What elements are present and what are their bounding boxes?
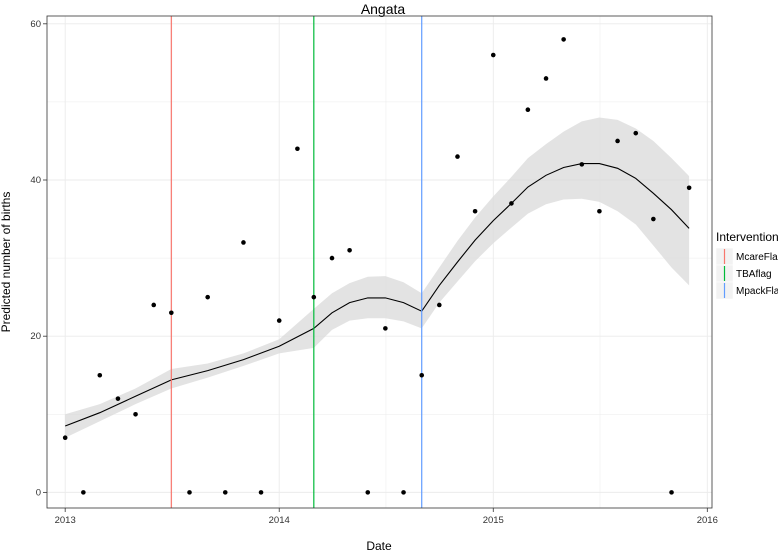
- data-point: [651, 216, 656, 222]
- data-point: [115, 396, 121, 401]
- data-point: [81, 490, 86, 495]
- data-point: [579, 162, 585, 167]
- data-point: [62, 435, 68, 441]
- legend: Intervention McareFlag TBAflag MpackFlag: [715, 230, 778, 300]
- data-point: [686, 185, 692, 191]
- x-tick-label: 2013: [55, 515, 76, 526]
- data-point: [311, 294, 317, 300]
- data-point: [222, 490, 228, 495]
- data-point: [276, 318, 282, 323]
- data-point: [187, 490, 192, 495]
- chart-title: Angata: [361, 1, 406, 17]
- data-point: [597, 208, 602, 214]
- legend-label: MpackFlag: [736, 286, 778, 297]
- y-tick-label: 40: [30, 175, 41, 186]
- data-point: [169, 310, 174, 316]
- data-point: [383, 326, 388, 331]
- x-axis-label: Date: [366, 539, 392, 553]
- fit-line: [65, 163, 690, 427]
- data-point: [455, 154, 460, 159]
- data-point: [295, 146, 300, 152]
- data-point: [509, 201, 514, 206]
- confidence-band: [65, 276, 422, 438]
- data-point: [437, 302, 442, 308]
- y-tick-label: 0: [36, 487, 41, 498]
- data-point: [329, 255, 335, 261]
- data-point: [561, 37, 566, 42]
- data-point: [669, 490, 674, 495]
- confidence-ribbon: [65, 117, 690, 438]
- data-point: [419, 372, 425, 378]
- data-point: [258, 490, 264, 495]
- data-point: [490, 52, 496, 58]
- data-point: [525, 107, 531, 113]
- data-point: [97, 372, 103, 378]
- data-point: [633, 130, 639, 136]
- data-point: [133, 411, 138, 417]
- data-point: [472, 208, 478, 214]
- data-point: [205, 294, 210, 300]
- data-point: [365, 490, 371, 495]
- gridlines: [47, 16, 712, 508]
- y-tick-label: 20: [30, 331, 41, 342]
- panel-border: [46, 15, 713, 509]
- legend-label: McareFlag: [736, 252, 778, 263]
- data-point: [151, 302, 157, 308]
- legend-label: TBAflag: [736, 269, 772, 280]
- x-tick-label: 2015: [483, 515, 504, 526]
- data-point: [241, 240, 246, 245]
- x-tick-label: 2016: [697, 515, 718, 526]
- data-points: [62, 37, 692, 495]
- fit-line-group: [65, 163, 690, 427]
- confidence-band: [421, 117, 690, 329]
- data-point: [401, 490, 406, 495]
- y-axis-label: Predicted number of births: [0, 192, 13, 333]
- y-tick-label: 60: [30, 19, 41, 30]
- y-axis-ticks: 0 20 40 60: [30, 19, 47, 498]
- legend-entries: McareFlag TBAflag MpackFlag: [715, 247, 778, 300]
- x-tick-label: 2014: [269, 515, 290, 526]
- x-axis-ticks: 2013 2014 2015 2016: [55, 508, 718, 526]
- data-point: [543, 76, 549, 81]
- legend-title: Intervention: [716, 230, 778, 244]
- intervention-lines: [170, 16, 423, 508]
- data-point: [615, 138, 620, 144]
- data-point: [347, 247, 352, 253]
